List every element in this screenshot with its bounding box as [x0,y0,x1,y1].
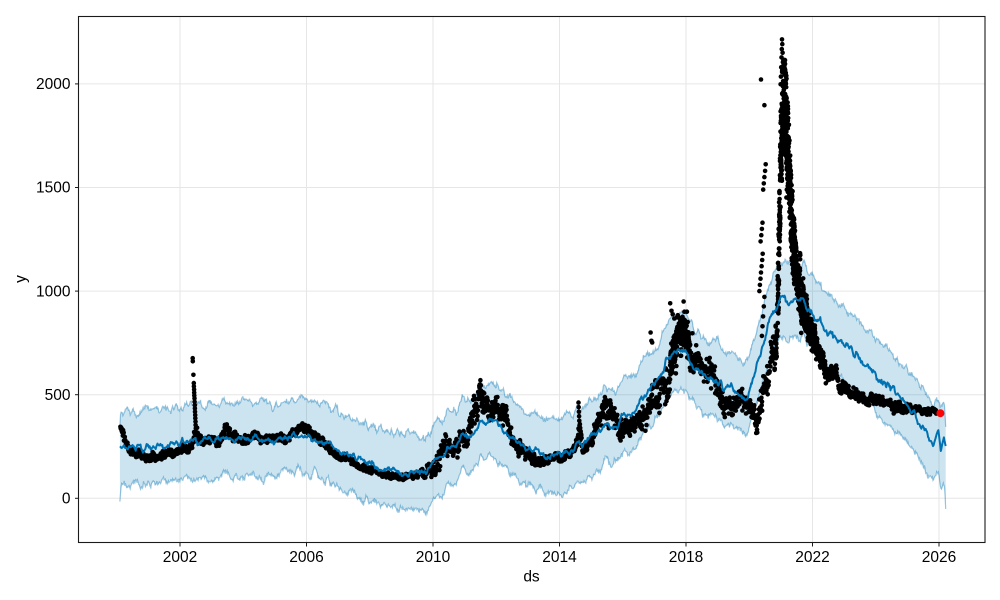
svg-text:2002: 2002 [163,549,197,566]
svg-text:2006: 2006 [289,549,323,566]
svg-text:2014: 2014 [542,549,577,566]
svg-text:1000: 1000 [36,283,71,300]
svg-text:2026: 2026 [922,549,956,566]
svg-text:2018: 2018 [669,549,703,566]
svg-text:500: 500 [45,387,71,404]
svg-text:2000: 2000 [36,76,71,93]
svg-text:2022: 2022 [795,549,829,566]
svg-text:2010: 2010 [416,549,451,566]
svg-text:1500: 1500 [36,180,71,197]
svg-text:ds: ds [523,569,540,586]
svg-text:0: 0 [62,491,71,508]
svg-text:y: y [13,275,30,283]
